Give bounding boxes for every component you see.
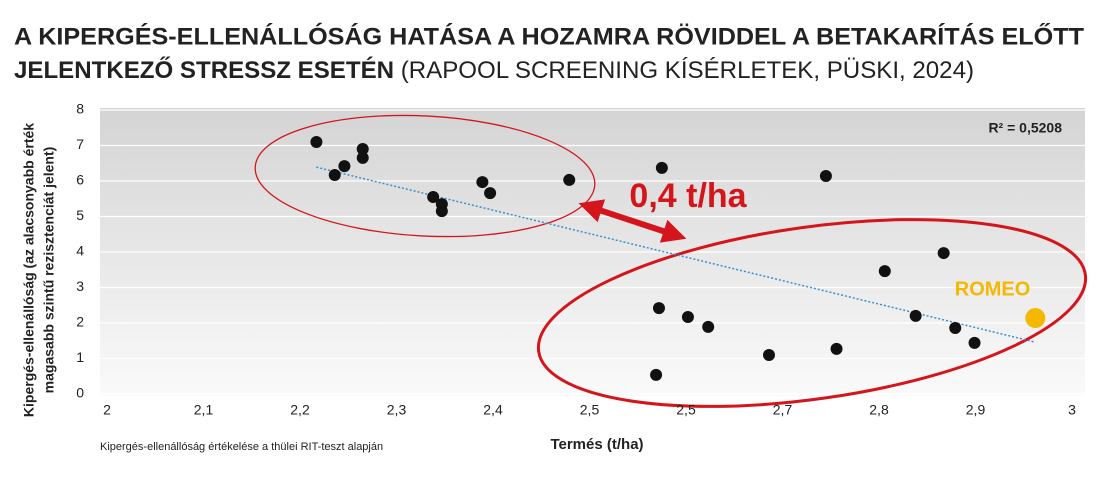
difference-label: 0,4 t/ha [629,177,747,215]
title-line2: JELENTKEZŐ STRESSZ ESETÉN [14,56,394,84]
data-point [909,309,922,322]
x-tick-label: 2,7 [773,402,793,418]
x-axis-label: Termés (t/ha) [550,436,643,453]
x-tick-label: 2,4 [483,402,503,418]
data-point [356,151,369,164]
data-point [338,160,351,173]
y-tick-label: 6 [76,172,84,188]
x-tick-label: 2,5 [676,402,696,418]
y-tick-label: 2 [76,314,84,330]
data-point [650,368,663,381]
r-squared: R² = 0,5208 [988,120,1062,136]
cluster-ellipse [536,218,1088,408]
data-point [435,205,448,218]
cluster-ellipse [254,114,596,238]
subtitle: (RAPOOL SCREENING KÍSÉRLETEK, PÜSKI, 202… [401,57,974,84]
y-tick-label: 8 [76,101,84,117]
y-tick-label: 0 [76,385,84,401]
data-point [652,302,665,315]
data-point [702,320,715,333]
x-tick-label: 2,2 [290,402,310,418]
data-point [878,265,891,278]
data-point [310,135,323,148]
highlight-point [1025,308,1046,329]
x-tick-label: 2,5 [580,402,600,418]
data-point [937,247,950,260]
x-tick-label: 2,1 [194,402,214,418]
data-point [762,348,775,361]
y-tick-label: 3 [76,278,84,294]
x-tick-label: 2,9 [966,402,986,418]
data-point [949,321,962,334]
chart-title-line2: JELENTKEZŐ STRESSZ ESETÉN (RAPOOL SCREEN… [14,56,974,84]
y-axis-label: Kipergés-ellenállóság (az alacsonyabb ér… [21,123,37,417]
data-point [476,176,489,189]
data-point [563,173,576,186]
data-point [968,336,981,349]
x-tick-label: 3 [1068,402,1076,418]
data-point [484,187,497,200]
x-tick-label: 2 [103,402,111,418]
data-point [819,170,832,183]
data-point [356,143,369,156]
data-point [830,342,843,355]
data-point [328,168,341,181]
footnote: Kipergés-ellenállóság értékelése a thüle… [100,441,383,453]
y-tick-label: 4 [76,243,84,259]
difference-arrow [578,199,687,243]
data-point [681,310,694,323]
highlight-label: ROMEO [955,278,1031,300]
y-tick-label: 7 [76,136,84,152]
chart-title: A KIPERGÉS-ELLENÁLLÓSÁG HATÁSA A HOZAMRA… [14,22,1084,50]
y-tick-label: 1 [76,349,84,365]
y-axis-label: magasabb szintű rezisztenciát jelent) [41,147,57,394]
x-tick-label: 2,8 [869,402,889,418]
y-tick-label: 5 [76,207,84,223]
x-tick-label: 2,3 [387,402,407,418]
data-point [655,161,668,174]
data-point [427,190,440,203]
